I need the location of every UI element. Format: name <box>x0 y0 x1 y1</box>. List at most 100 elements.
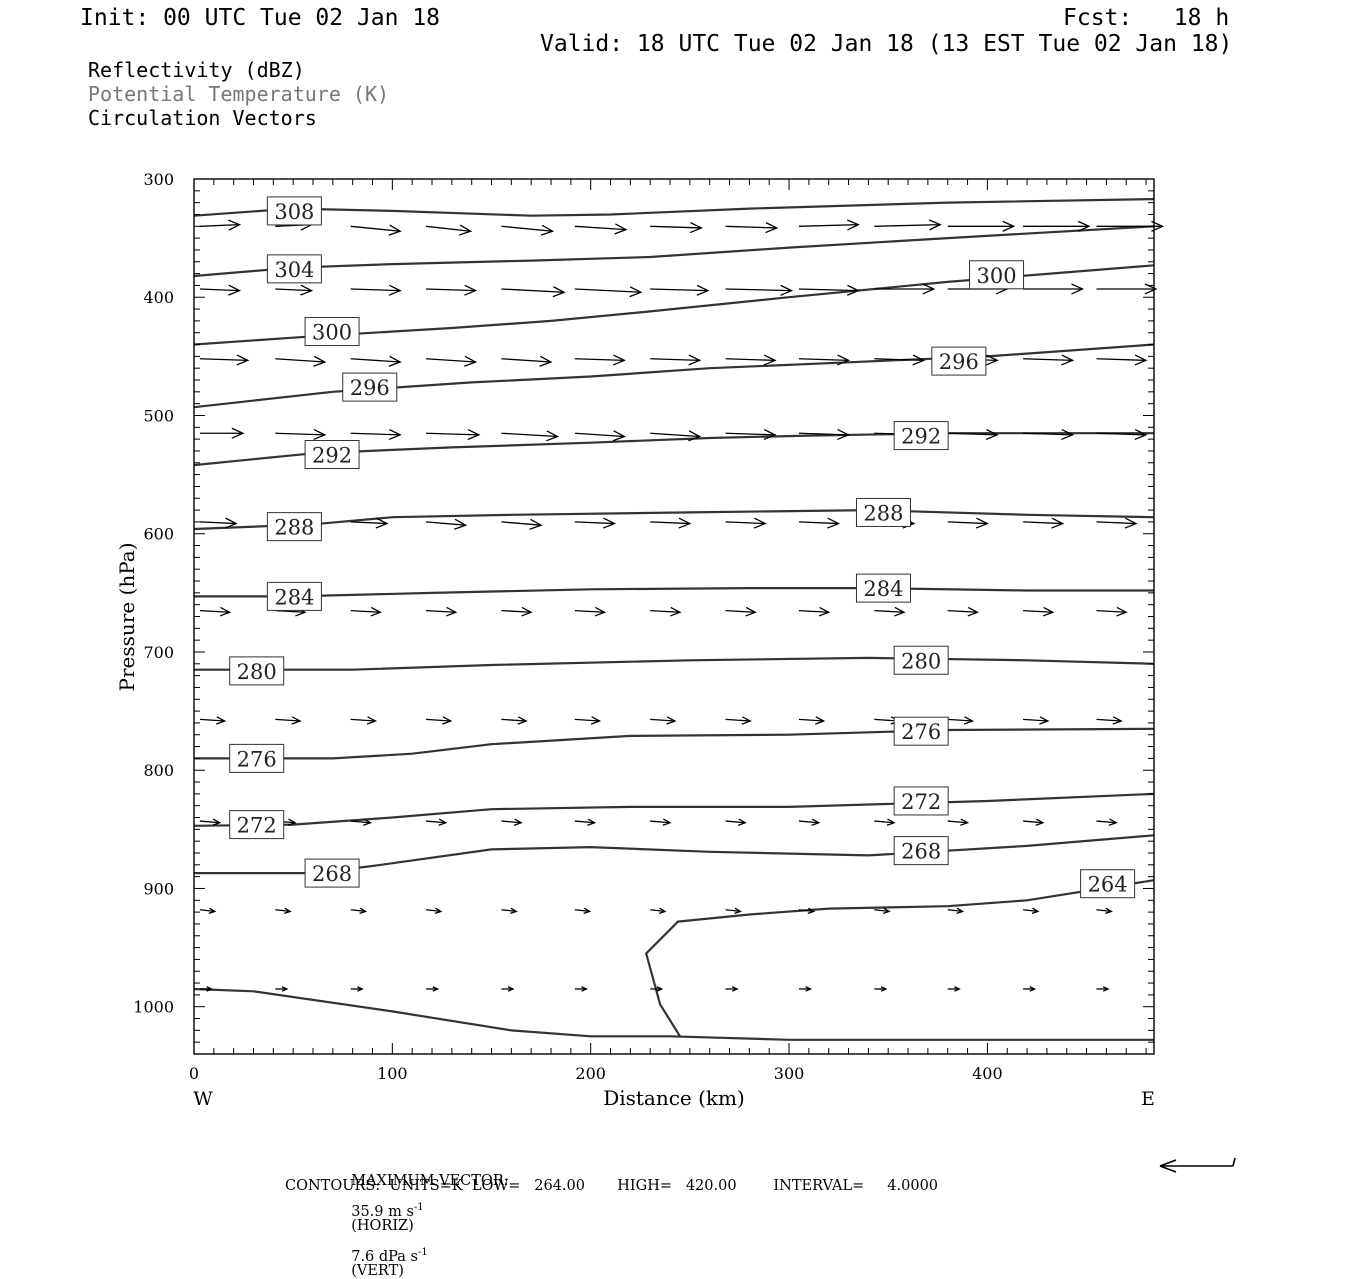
circulation-vector <box>798 428 851 441</box>
contour-label-288: 288 <box>266 512 322 542</box>
circulation-vector <box>650 517 692 529</box>
circulation-vector <box>501 907 518 914</box>
circulation-vector <box>574 716 602 725</box>
circulation-vector <box>1096 907 1113 914</box>
circulation-vector <box>574 223 628 235</box>
contour-label-292: 292 <box>893 421 949 451</box>
circulation-vector <box>947 986 961 992</box>
circulation-vector <box>798 907 816 914</box>
circulation-vector <box>501 986 515 992</box>
isentrope-272-9 <box>193 792 1155 827</box>
circulation-vector <box>1023 818 1045 826</box>
circulation-vector <box>275 716 302 725</box>
circulation-vector <box>798 517 841 529</box>
svg-text:304: 304 <box>274 258 314 282</box>
circulation-vector <box>798 606 831 617</box>
horiz-exponent: -1 <box>413 1201 424 1213</box>
circulation-vector <box>874 219 942 231</box>
circulation-vector <box>1096 986 1110 992</box>
circulation-vector <box>501 818 523 826</box>
circulation-vector <box>574 606 607 617</box>
circulation-vector <box>650 818 672 826</box>
circulation-vector <box>650 716 677 725</box>
circulation-vector <box>501 430 560 442</box>
contour-label-292: 292 <box>304 440 360 470</box>
circulation-vector <box>1096 428 1148 441</box>
circulation-vector <box>199 986 214 992</box>
svg-text:272: 272 <box>901 790 941 814</box>
x-tick-label: 300 <box>774 1064 805 1083</box>
circulation-vector <box>426 986 440 992</box>
circulation-vector <box>725 284 794 296</box>
circulation-vector <box>350 517 389 529</box>
y-tick-label: 400 <box>143 288 174 307</box>
circulation-vector <box>350 606 382 617</box>
init-time: Init: 00 UTC Tue 02 Jan 18 <box>80 5 441 31</box>
circulation-vector <box>725 818 747 826</box>
contour-label-288: 288 <box>855 497 911 527</box>
svg-text:276: 276 <box>901 720 941 744</box>
isentrope-264-11 <box>193 987 1154 1041</box>
circulation-vector <box>874 818 896 826</box>
contour-label-300: 300 <box>304 317 360 347</box>
circulation-vector <box>574 907 592 914</box>
contour-label-304: 304 <box>266 254 322 284</box>
x-tick-label: 400 <box>972 1064 1003 1083</box>
contour-label-276: 276 <box>893 716 949 746</box>
circulation-vector <box>650 354 702 366</box>
circulation-vector <box>426 818 448 826</box>
cross-section-chart: 308 304 300 300 296 296 292 292 288 288 284 284 280 2… <box>115 170 1236 1173</box>
circulation-vector <box>650 986 664 992</box>
circulation-vector <box>1023 517 1065 529</box>
circulation-vector <box>874 907 891 914</box>
circulation-vector <box>350 818 373 826</box>
y-tick-label: 1000 <box>133 998 174 1017</box>
circulation-vector <box>199 219 242 231</box>
circulation-vector <box>1096 606 1128 617</box>
circulation-vector <box>199 716 227 725</box>
circulation-vector <box>1023 428 1075 441</box>
circulation-vector <box>1023 354 1075 366</box>
svg-text:280: 280 <box>237 660 277 684</box>
isentrope-296-3 <box>193 343 1155 409</box>
svg-text:280: 280 <box>901 649 941 673</box>
circulation-vector <box>725 354 777 366</box>
circulation-vector <box>199 354 250 366</box>
circulation-vector <box>798 716 826 725</box>
circulation-vector <box>275 355 327 367</box>
contour-label-280: 280 <box>893 645 949 675</box>
circulation-vector <box>947 818 970 826</box>
circulation-vector <box>1023 283 1085 295</box>
circulation-vector <box>350 224 402 236</box>
circulation-vector <box>574 818 597 826</box>
circulation-vector <box>574 986 588 992</box>
east-label: E <box>1141 1088 1155 1110</box>
contour-label-284: 284 <box>266 581 322 611</box>
circulation-vector <box>798 986 813 992</box>
circulation-vector <box>725 986 739 992</box>
circulation-vector <box>501 518 543 530</box>
circulation-vector <box>798 818 821 826</box>
contour-label-268: 268 <box>893 836 949 866</box>
contour-label-264: 264 <box>1080 869 1136 899</box>
circulation-vector <box>426 355 478 367</box>
vert-tag: (VERT) <box>351 1263 404 1279</box>
circulation-vector <box>501 286 566 298</box>
contour-label-280: 280 <box>229 656 285 686</box>
circulation-vector <box>501 606 533 617</box>
circulation-vector <box>350 428 402 441</box>
circulation-vector <box>574 430 626 442</box>
circulation-vector <box>1023 606 1055 617</box>
circulation-vector <box>574 286 643 298</box>
circulation-vector <box>350 716 378 725</box>
circulation-vector <box>725 428 777 441</box>
max-vector-label: MAXIMUM VECTOR: <box>351 1172 509 1189</box>
svg-text:296: 296 <box>350 376 390 400</box>
svg-text:272: 272 <box>237 814 277 838</box>
contour-label-308: 308 <box>266 196 322 226</box>
circulation-vector <box>199 606 232 617</box>
isentrope-280-7 <box>194 656 1155 671</box>
x-tick-label: 0 <box>189 1064 199 1083</box>
isentrope-284-6 <box>194 587 1154 598</box>
y-tick-label: 600 <box>143 525 174 544</box>
